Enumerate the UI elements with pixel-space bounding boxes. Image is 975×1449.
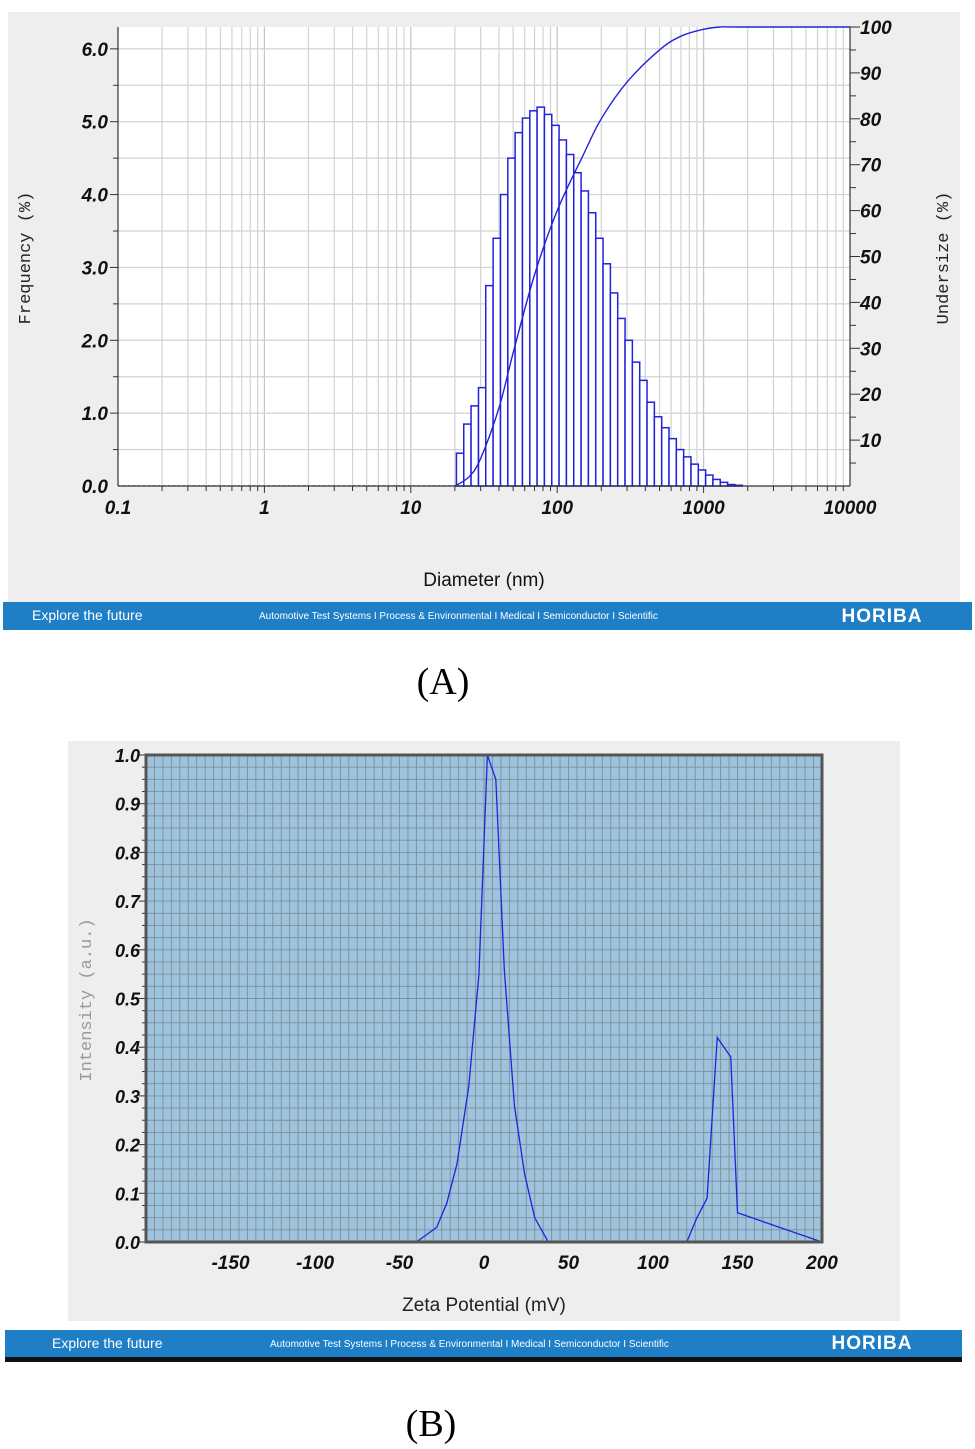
frequency-bar: [712, 478, 722, 487]
chart-b-frame: [144, 753, 824, 1244]
y-tick-label: 4.0: [81, 186, 109, 207]
y2-tick-label: 10: [860, 431, 882, 452]
frequency-bar: [690, 463, 700, 487]
frequency-bar: [507, 157, 516, 487]
horiba-logo[interactable]: HORIBA: [832, 1333, 913, 1354]
y-tick-label: 0.3: [115, 1087, 140, 1107]
frequency-bar: [594, 237, 604, 487]
frequency-bar: [565, 153, 575, 487]
frequency-bar: [624, 339, 634, 487]
y-axis-title: Frequency (%): [17, 192, 36, 325]
y-tick-label: 0.0: [82, 477, 109, 498]
frequency-bar: [675, 448, 685, 487]
footer-banner: [3, 602, 972, 630]
y2-tick-label: 60: [860, 202, 882, 223]
panel-label-a: (A): [416, 661, 470, 703]
y2-tick-label: 80: [860, 110, 882, 131]
y2-tick-label: 30: [860, 339, 882, 360]
x-tick-label: -100: [296, 1253, 334, 1274]
x-tick-label: 200: [805, 1253, 838, 1274]
y-tick-label: 0.5: [115, 990, 141, 1010]
frequency-bar: [704, 474, 714, 487]
banner-tagline[interactable]: Explore the future: [32, 607, 143, 623]
x-tick-label: 0.1: [105, 498, 131, 519]
frequency-bar: [580, 190, 590, 487]
y-tick-label: 0.7: [115, 892, 141, 912]
y-tick-label: 0.1: [115, 1184, 140, 1204]
x-tick-label: 50: [558, 1253, 580, 1274]
x-axis-title: Diameter (nm): [423, 570, 544, 591]
x-tick-label: 100: [541, 498, 573, 519]
x-tick-label: 1: [259, 498, 270, 519]
y-tick-label: 0.4: [115, 1038, 140, 1058]
frequency-bar: [609, 292, 619, 487]
frequency-bar: [492, 237, 502, 487]
chart-b-grid: [139, 754, 822, 1243]
x-tick-label: 150: [722, 1253, 754, 1274]
frequency-bar: [587, 212, 597, 487]
frequency-bar: [543, 113, 553, 487]
y-axis-title: Intensity (a.u.): [78, 918, 97, 1081]
frequency-bar: [477, 386, 487, 487]
y-tick-label: 6.0: [82, 40, 109, 61]
y-tick-label: 1.0: [115, 746, 140, 766]
frequency-bar: [697, 469, 707, 487]
y2-tick-label: 100: [860, 18, 892, 39]
chart-b-tick-labels: -150 -100 -50 0 50 100 150 200 0.0 0.1 0.2 0.3 0.4 0.…: [115, 746, 838, 1274]
zeta-potential-chart: -150 -100 -50 0 50 100 150 200 0.0 0.1 0.2 0.3 0.4 0.…: [5, 741, 962, 1362]
x-tick-label: -50: [386, 1253, 414, 1274]
panel-label-b: (B): [405, 1403, 457, 1445]
frequency-bar: [668, 437, 678, 487]
frequency-bar: [551, 124, 560, 487]
y-tick-label: 2.0: [81, 331, 109, 352]
x-tick-label: 10: [400, 498, 422, 519]
frequency-bar: [638, 379, 648, 487]
y-tick-label: 0.0: [115, 1233, 140, 1253]
y-tick-label: 5.0: [82, 113, 109, 134]
frequency-bar: [602, 263, 612, 487]
banner-links[interactable]: Automotive Test Systems I Process & Envi…: [259, 611, 658, 622]
footer-banner: [5, 1330, 962, 1360]
banner-tagline[interactable]: Explore the future: [52, 1335, 163, 1351]
y2-tick-label: 40: [859, 293, 882, 314]
horiba-logo[interactable]: HORIBA: [842, 606, 923, 627]
x-tick-label: -150: [211, 1253, 249, 1274]
y2-tick-label: 20: [859, 385, 882, 406]
frequency-bar: [484, 284, 494, 487]
banner-links[interactable]: Automotive Test Systems I Process & Envi…: [270, 1339, 669, 1350]
y2-tick-label: 50: [860, 248, 882, 269]
frequency-bar: [682, 456, 692, 487]
x-tick-label: 0: [479, 1253, 490, 1274]
footer-banner-edge: [5, 1357, 962, 1362]
frequency-bar: [529, 110, 538, 487]
y2-tick-label: 70: [860, 156, 882, 177]
frequency-bar: [646, 401, 656, 487]
frequency-bar: [631, 361, 641, 487]
y2-tick-label: 90: [860, 64, 882, 85]
frequency-bar: [653, 416, 663, 487]
y-tick-label: 0.6: [115, 941, 141, 961]
chart-a-axes: [110, 26, 860, 493]
frequency-bar: [536, 106, 546, 487]
undersize-curve: [454, 26, 850, 487]
x-tick-label: 100: [637, 1253, 669, 1274]
y-tick-label: 0.9: [115, 795, 140, 815]
y-tick-label: 0.2: [115, 1136, 140, 1156]
frequency-bar: [514, 131, 524, 487]
chart-a-tick-labels: 0.1 1 10 100 1000 10000 0.0 1.0 2.0 3.0 4.0 5.0 6.0 1…: [81, 18, 893, 519]
x-axis-title: Zeta Potential (mV): [402, 1295, 566, 1316]
y-tick-label: 1.0: [82, 404, 109, 425]
y2-axis-title: Undersize (%): [935, 192, 954, 325]
x-tick-label: 10000: [824, 498, 877, 519]
frequency-bar: [660, 426, 670, 487]
y-tick-label: 3.0: [82, 258, 109, 279]
x-tick-label: 1000: [682, 498, 725, 519]
frequency-bar: [499, 193, 509, 487]
frequency-bar: [616, 317, 626, 487]
frequency-bar: [572, 171, 582, 487]
size-distribution-chart: 0.1 1 10 100 1000 10000 0.0 1.0 2.0 3.0 4.0 5.0 6.0 1…: [3, 12, 972, 630]
intensity-line: [146, 754, 823, 1243]
y-tick-label: 0.8: [115, 843, 140, 863]
